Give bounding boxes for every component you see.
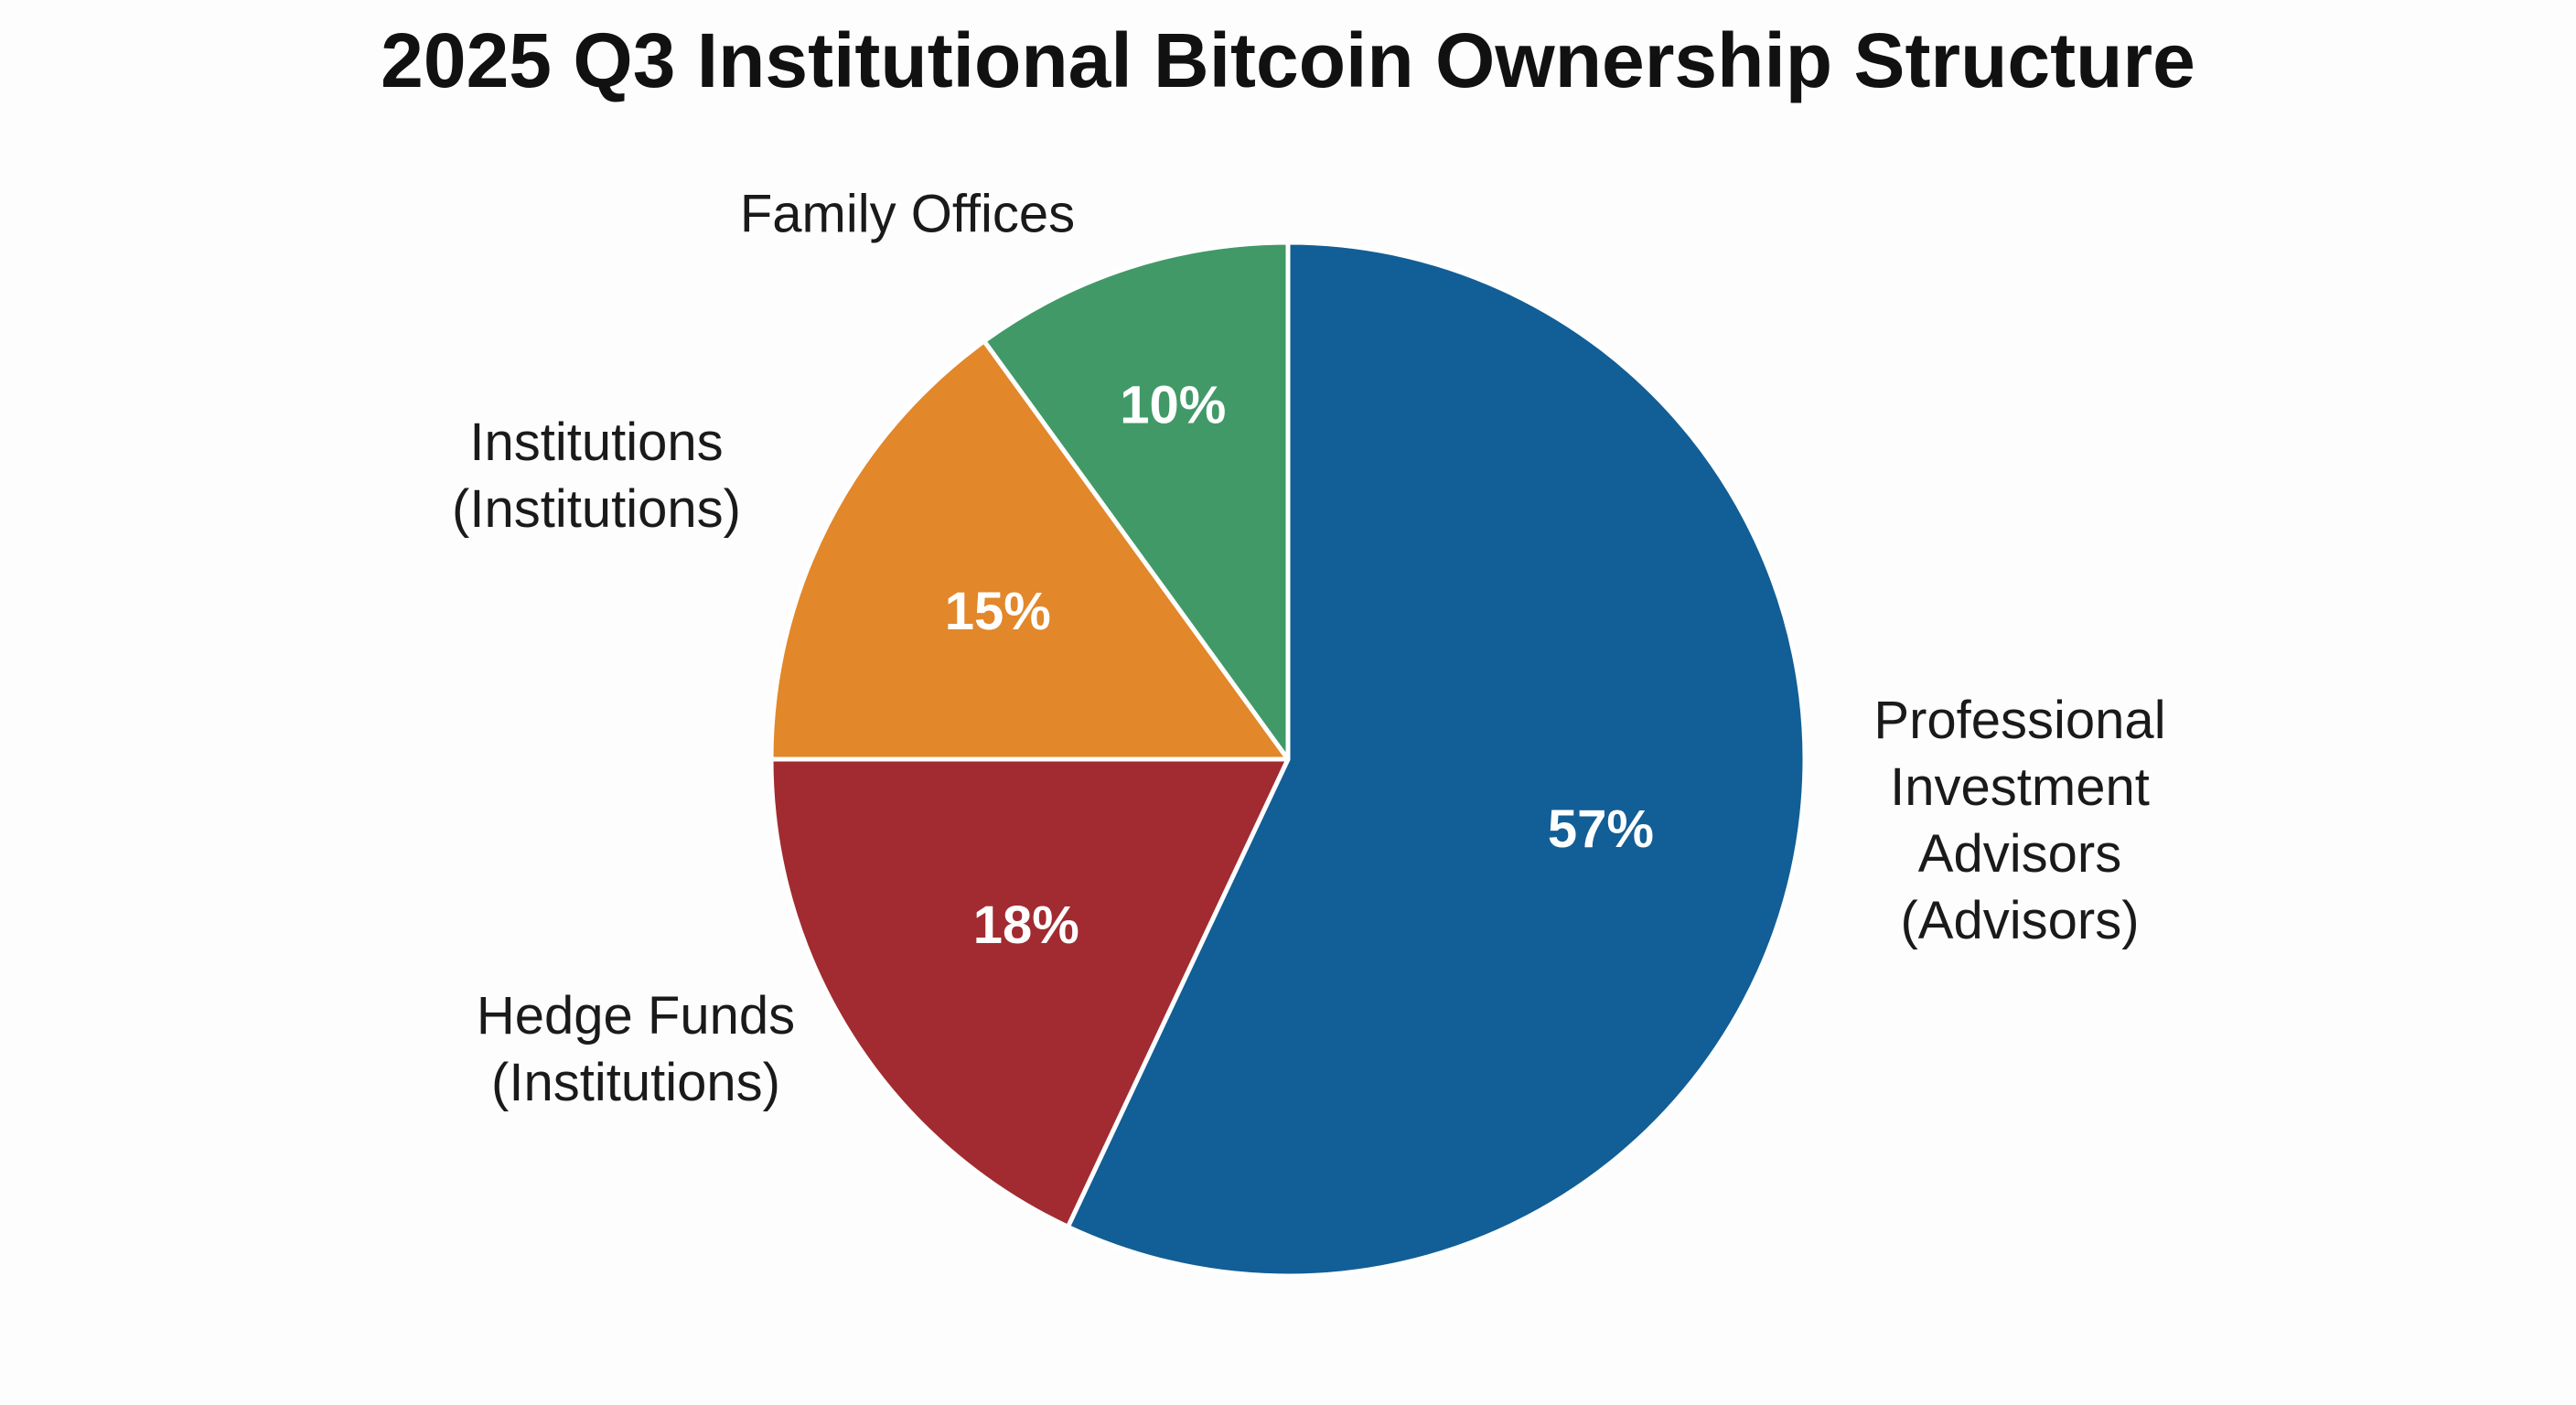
category-label-line: Investment — [1890, 757, 2150, 817]
pie-slice — [982, 240, 1291, 762]
slice-category-label: Professional Investment Advisors (Advisors) — [1873, 691, 2165, 950]
pie-slices — [768, 240, 1808, 1279]
slice-percent-label: 18% — [973, 896, 1079, 955]
pie-slice — [1065, 240, 1808, 1279]
pie-slice — [768, 756, 1291, 1229]
category-label-line: Institutions — [469, 413, 723, 472]
slice-category-label: Hedge Funds (Institutions) — [477, 986, 795, 1112]
category-label-line: Professional — [1873, 691, 2165, 750]
slice-percent-label: 10% — [1120, 376, 1226, 435]
slice-category-label: Family Offices — [740, 185, 1075, 244]
category-label-line: (Advisors) — [1900, 891, 2139, 950]
category-label-line: (Institutions) — [491, 1053, 780, 1112]
category-label-line: Hedge Funds — [477, 986, 795, 1046]
slice-percent-label: 57% — [1548, 799, 1654, 859]
chart-title: 2025 Q3 Institutional Bitcoin Ownership … — [381, 17, 2195, 103]
category-label-line: Family Offices — [740, 185, 1075, 244]
slice-percent-label: 15% — [945, 582, 1051, 641]
slice-category-label: Institutions (Institutions) — [452, 413, 741, 539]
pie-slice — [768, 338, 1291, 762]
category-label-line: Advisors — [1918, 824, 2121, 884]
category-labels: Professional Investment Advisors (Advisors)… — [452, 185, 2166, 1113]
category-label-line: (Institutions) — [452, 479, 741, 539]
percent-labels: 57% 18% 15% 10% — [945, 376, 1654, 955]
